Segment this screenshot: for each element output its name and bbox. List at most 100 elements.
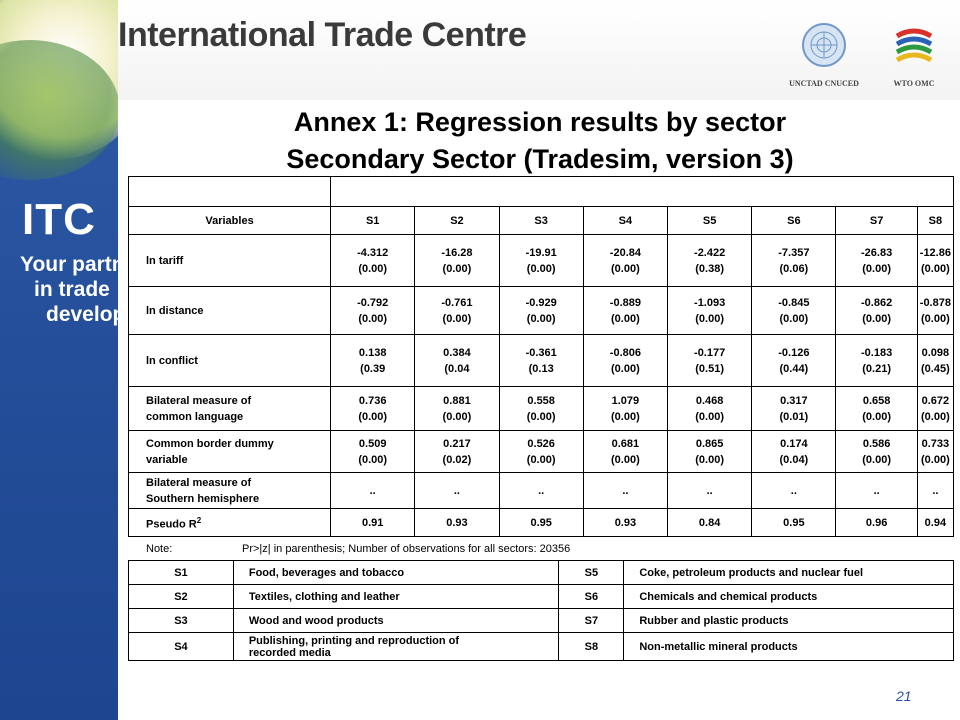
p-value: (0.00) [526,453,556,466]
p-value: (0.00) [526,312,556,325]
sector-code: S5 [558,560,625,585]
sector-description: Non-metallic mineral products [623,632,954,661]
wto-logo: WTO OMC [876,22,952,88]
row-label-line: Bilateral measure of [146,394,252,407]
pseudo-r2-value: 0.95 [498,508,584,537]
coefficient-value: -19.91 [525,246,557,259]
value-cell: .. [667,472,753,509]
coefficient-value: -4.312 [357,246,389,259]
value-cell: 0.558 (0.00) [498,386,584,431]
p-value: (0.00) [442,262,472,275]
sector-description-line: Food, beverages and tobacco [248,566,405,579]
value-cell: 0.217 (0.02) [414,430,500,473]
header-cell-sector: S8 [916,206,955,235]
value-cell: -2.422 (0.38) [667,234,753,287]
pseudo-r2-value: 0.94 [916,508,955,537]
value-cell: -0.761 (0.00) [414,286,500,335]
table-note: Note: Pr>|z| in parenthesis; Number of ob… [146,543,570,555]
row-label: ln tariff [127,234,332,287]
value-cell: -0.126 (0.44) [751,334,837,387]
p-value: (0.00) [611,312,640,325]
pseudo-r2-text: Pseudo R [146,518,197,531]
p-value: (0.00) [695,312,724,325]
coefficient-value: 0.526 [527,437,555,450]
blank-cell [127,176,332,207]
sector-row: S1 Food, beverages and tobacco S5 Coke, pet… [128,560,954,585]
p-value: (0.21) [862,362,891,375]
coefficient-value: 0.736 [358,394,387,407]
blank-cell [330,176,954,207]
table-top-blank-row [127,176,954,207]
coefficient-value: 0.586 [862,437,891,450]
pseudo-r2-label: Pseudo R2 [127,508,332,537]
coefficient-value: 0.681 [611,437,640,450]
pseudo-r2-superscript: 2 [196,515,202,525]
sector-description: Coke, petroleum products and nuclear fue… [623,560,954,585]
title-line-2: Secondary Sector (Tradesim, version 3) [286,144,794,174]
p-value: (0.00) [695,410,724,423]
pseudo-r2-value: 0.95 [751,508,837,537]
tagline-line-1: Your partner [20,253,118,276]
sector-description: Textiles, clothing and leather [232,584,560,609]
pseudo-r2-value: 0.93 [414,508,500,537]
value-cell: -0.862 (0.00) [835,286,918,335]
coefficient-value: -0.878 [919,296,951,309]
p-value: (0.00) [442,410,472,423]
coefficient-value: -20.84 [609,246,641,259]
value-cell: .. [414,472,500,509]
value-cell: 0.733 (0.00) [916,430,955,473]
header-cell-sector: S6 [751,206,837,235]
p-value: (0.00) [442,312,472,325]
title-line-1: Annex 1: Regression results by sector [293,107,787,137]
sector-description-line: Wood and wood products [248,614,384,627]
table-row: Common border dummy variable 0.509 (0.00) 0.… [127,430,955,473]
p-value: (0.00) [862,312,891,325]
sector-legend-table: S1 Food, beverages and tobacco S5 Coke, pet… [128,560,954,661]
value-cell: 0.138 (0.39 [330,334,416,387]
tagline-line-2: in trade [34,278,110,301]
sector-description: Wood and wood products [232,608,560,633]
value-cell: -0.878 (0.00) [916,286,955,335]
p-value: (0.00) [921,312,950,325]
p-value: (0.00) [526,410,556,423]
header-cell-sector: S1 [330,206,416,235]
value-cell: .. [498,472,584,509]
p-value: (0.00) [526,262,556,275]
coefficient-value: 1.079 [611,394,640,407]
coefficient-value: .. [873,484,880,497]
coefficient-value: -0.126 [778,346,810,359]
sidebar-band: ITC Your partner in trade development [0,0,118,720]
coefficient-value: -26.83 [861,246,893,259]
pseudo-r2-value: 0.96 [835,508,918,537]
value-cell: 0.736 (0.00) [330,386,416,431]
coefficient-value: 0.558 [527,394,555,407]
p-value: (0.00) [611,453,640,466]
coefficient-value: 0.881 [443,394,471,407]
value-cell: -4.312 (0.00) [330,234,416,287]
value-cell: 0.681 (0.00) [582,430,669,473]
table-row: ln conflict 0.138 (0.39 0.384 (0.04 -0.361 (0.… [127,334,955,387]
value-cell: -1.093 (0.00) [667,286,753,335]
value-cell: 0.865 (0.00) [667,430,753,473]
value-cell: -26.83 (0.00) [835,234,918,287]
header-cell-sector: S2 [414,206,500,235]
sector-row: S2 Textiles, clothing and leather S6 Chemic… [128,584,954,609]
value-cell: 0.672 (0.00) [916,386,955,431]
row-label-line: Common border dummy [146,437,274,450]
p-value: (0.00) [611,410,640,423]
table-row: Bilateral measure of common language 0.736… [127,386,955,431]
p-value: (0.06) [779,262,809,275]
p-value: (0.00) [921,453,950,466]
wto-emblem-icon [895,28,933,63]
coefficient-value: -0.806 [609,346,641,359]
row-label-line: ln tariff [146,254,184,267]
coefficient-value: -2.422 [694,246,726,259]
p-value: (0.00) [358,262,388,275]
row-label: ln distance [127,286,332,335]
header-cell-sector: S7 [835,206,918,235]
coefficient-value: 0.468 [695,394,724,407]
coefficient-value: -12.86 [919,246,951,259]
coefficient-value: 0.658 [862,394,891,407]
un-logo: UNCTAD CNUCED [786,22,862,88]
sector-code: S8 [558,632,625,661]
